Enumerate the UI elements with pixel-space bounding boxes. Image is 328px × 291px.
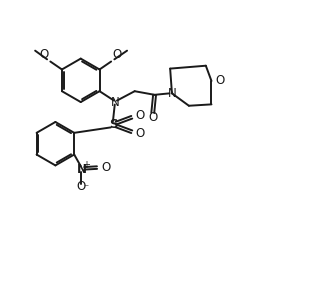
- Text: N: N: [76, 163, 87, 175]
- Text: N: N: [111, 95, 119, 109]
- Text: O: O: [40, 48, 49, 61]
- Text: ⁻: ⁻: [83, 184, 88, 194]
- Text: O: O: [77, 180, 86, 193]
- Text: N: N: [168, 87, 176, 100]
- Text: O: O: [135, 127, 145, 140]
- Text: O: O: [216, 74, 225, 88]
- Text: S: S: [109, 118, 117, 131]
- Text: O: O: [135, 109, 145, 122]
- Text: +: +: [82, 160, 90, 171]
- Text: O: O: [101, 161, 111, 174]
- Text: O: O: [113, 48, 122, 61]
- Text: O: O: [148, 111, 157, 125]
